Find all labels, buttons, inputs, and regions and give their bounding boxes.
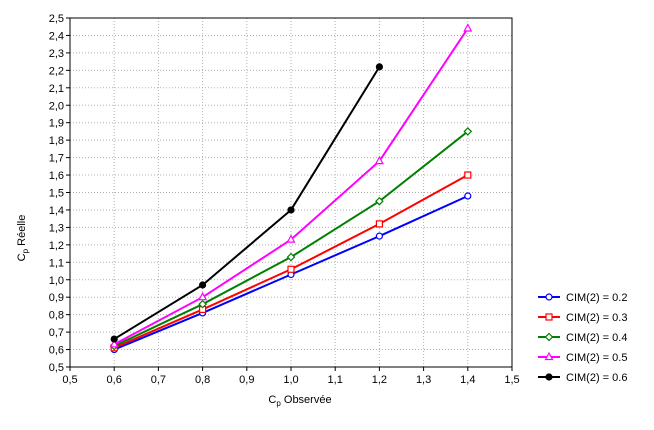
y-tick-label: 1,9 xyxy=(49,118,64,130)
y-tick-label: 0,6 xyxy=(49,345,64,357)
y-tick-label: 1,8 xyxy=(49,135,64,147)
y-tick-label: 1,3 xyxy=(49,222,64,234)
y-tick-label: 2,4 xyxy=(49,30,64,42)
x-tick-label: 1,5 xyxy=(504,374,519,386)
data-point xyxy=(287,206,295,214)
series-line xyxy=(113,66,381,340)
data-point xyxy=(464,171,472,179)
y-tick-label: 1,5 xyxy=(49,188,64,200)
legend-marker xyxy=(545,373,553,381)
data-point xyxy=(287,265,295,273)
x-tick-label: 1,3 xyxy=(416,374,431,386)
x-tick-label: 0,5 xyxy=(62,374,77,386)
x-tick-label: 1,1 xyxy=(328,374,343,386)
data-point xyxy=(198,299,207,309)
y-tick-label: 1,0 xyxy=(49,275,64,287)
legend-item: CIM(2) = 0.3 xyxy=(538,312,627,324)
legend-label: CIM(2) = 0.3 xyxy=(566,312,627,324)
y-axis-label: Cp Réelle xyxy=(16,214,30,262)
legend-marker xyxy=(544,332,554,342)
series-layer xyxy=(109,23,473,354)
data-point xyxy=(109,339,119,348)
series-5 xyxy=(110,63,383,343)
y-tick-label: 2,0 xyxy=(49,100,64,112)
x-tick-label: 0,6 xyxy=(107,374,122,386)
axis-ticks: 0,5 0,6 0,7 0,8 0,9 1,0 1,1 1,2 1,3 1,4 1,5 0,5 0,6 0… xyxy=(49,13,520,386)
legend-item: CIM(2) = 0.6 xyxy=(538,372,627,384)
data-point xyxy=(198,291,208,301)
y-tick-label: 0,7 xyxy=(49,327,64,339)
data-point xyxy=(464,192,472,200)
y-tick-label: 1,1 xyxy=(49,257,64,269)
legend-label: CIM(2) = 0.5 xyxy=(566,352,627,364)
legend-marker xyxy=(545,293,553,301)
x-tick-label: 0,7 xyxy=(151,374,166,386)
legend-item: CIM(2) = 0.5 xyxy=(538,351,627,364)
y-tick-label: 1,6 xyxy=(49,170,64,182)
data-point xyxy=(286,252,296,262)
y-tick-label: 2,3 xyxy=(49,48,64,60)
y-tick-label: 0,5 xyxy=(49,362,64,374)
grid xyxy=(69,17,513,368)
y-tick-label: 2,5 xyxy=(49,13,64,25)
y-tick-label: 0,8 xyxy=(49,310,64,322)
x-tick-label: 1,4 xyxy=(460,374,475,386)
x-tick-label: 1,0 xyxy=(283,374,298,386)
data-point xyxy=(199,281,207,289)
data-point xyxy=(375,220,383,228)
data-point xyxy=(463,127,473,136)
legend-label: CIM(2) = 0.2 xyxy=(566,292,627,304)
data-point xyxy=(375,63,383,71)
legend-item: CIM(2) = 0.4 xyxy=(538,332,627,344)
data-point xyxy=(375,196,384,206)
y-tick-label: 1,2 xyxy=(49,240,64,252)
data-point xyxy=(110,335,118,343)
legend-item: CIM(2) = 0.2 xyxy=(538,292,627,304)
legend-marker xyxy=(545,313,553,321)
series-4 xyxy=(109,23,473,348)
y-tick-label: 1,7 xyxy=(49,153,64,165)
y-tick-label: 1,4 xyxy=(49,205,64,217)
legend: CIM(2) = 0.2 CIM(2) = 0.3 CIM(2) = 0.4 CIM(… xyxy=(538,292,627,384)
legend-label: CIM(2) = 0.4 xyxy=(566,332,627,344)
data-point xyxy=(463,23,473,32)
y-tick-label: 2,1 xyxy=(49,83,64,95)
y-tick-label: 2,2 xyxy=(49,65,64,77)
data-point xyxy=(286,234,296,243)
x-tick-label: 0,9 xyxy=(239,374,254,386)
x-axis-label: Cp Observée xyxy=(268,394,332,408)
data-point xyxy=(374,155,384,165)
legend-label: CIM(2) = 0.6 xyxy=(566,372,627,384)
legend-marker xyxy=(544,351,554,361)
x-tick-label: 1,2 xyxy=(372,374,387,386)
y-tick-label: 0,9 xyxy=(49,292,64,304)
x-tick-label: 0,8 xyxy=(195,374,210,386)
data-point xyxy=(375,232,383,240)
